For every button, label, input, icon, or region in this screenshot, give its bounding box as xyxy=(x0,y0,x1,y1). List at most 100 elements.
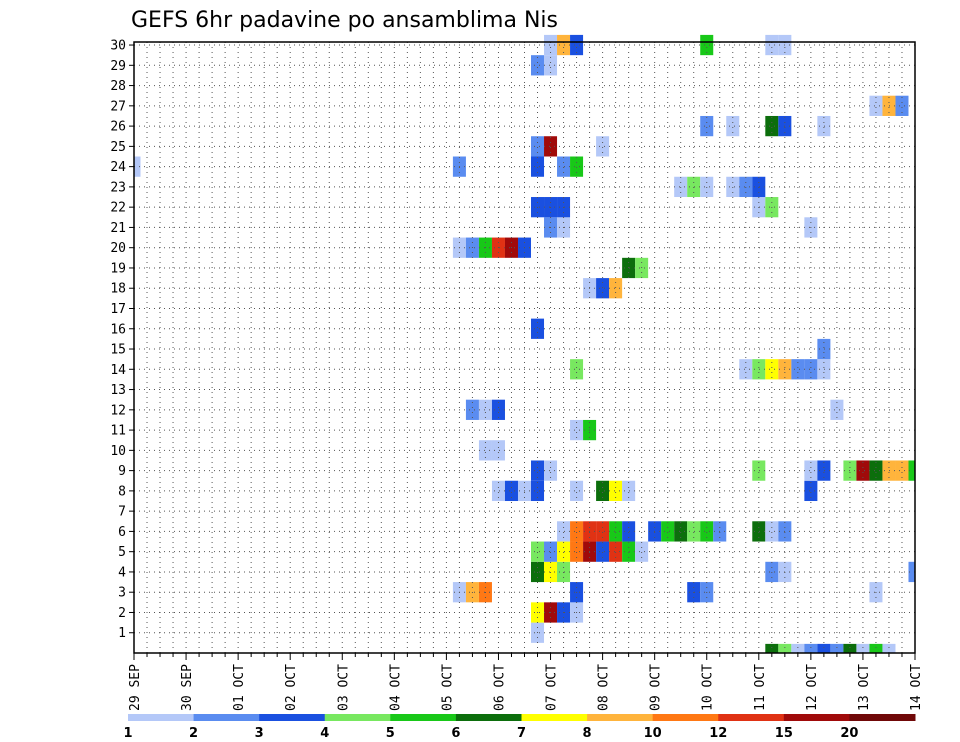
heatmap-cell xyxy=(700,115,714,137)
colorbar-swatch xyxy=(652,714,719,721)
y-axis: 1234567891011121314151617181920212223242… xyxy=(110,39,134,641)
y-tick-label: 6 xyxy=(118,525,126,540)
heatmap-cell xyxy=(791,643,805,653)
y-tick-label: 13 xyxy=(110,383,126,398)
heatmap-cell xyxy=(570,480,584,502)
heatmap-cell xyxy=(557,521,571,542)
grid-lines xyxy=(134,42,915,653)
heatmap-cell xyxy=(752,176,766,198)
heatmap-cell xyxy=(596,521,610,542)
heatmap-cell xyxy=(752,460,766,481)
heatmap-cell xyxy=(531,561,545,583)
heatmap-cell xyxy=(531,541,545,562)
heatmap-cell xyxy=(765,521,779,542)
heatmap-cell xyxy=(895,95,909,116)
x-tick-label: 12 OCT xyxy=(805,664,820,711)
heatmap-cell xyxy=(661,521,675,542)
heatmap-cell xyxy=(491,480,505,502)
heatmap-cell xyxy=(817,359,831,380)
heatmap-cell xyxy=(531,156,545,177)
colorbar-label: 20 xyxy=(840,726,858,741)
y-tick-label: 30 xyxy=(110,39,126,54)
heatmap-cell xyxy=(570,521,584,542)
heatmap-cell xyxy=(700,521,714,542)
heatmap-cell xyxy=(856,460,870,481)
y-tick-label: 20 xyxy=(110,241,126,256)
heatmap-cell xyxy=(570,359,584,380)
x-tick-label: 01 OCT xyxy=(232,664,247,711)
heatmap-cell xyxy=(882,643,896,653)
x-tick-label: 04 OCT xyxy=(388,664,403,711)
heatmap-cell xyxy=(544,34,558,56)
heatmap-cell xyxy=(830,643,844,653)
y-tick-label: 12 xyxy=(110,403,126,418)
heatmap-cell xyxy=(765,643,779,653)
heatmap-cell xyxy=(570,541,584,562)
heatmap-cell xyxy=(817,338,831,360)
heatmap-cell xyxy=(765,34,779,56)
heatmap-cell xyxy=(531,318,545,339)
y-tick-label: 24 xyxy=(110,160,126,175)
y-tick-label: 5 xyxy=(118,545,126,560)
colorbar-label: 5 xyxy=(386,726,395,741)
heatmap-cell xyxy=(596,136,610,157)
colorbar-swatch xyxy=(193,714,260,721)
heatmap-cell xyxy=(739,176,753,198)
y-tick-label: 27 xyxy=(110,99,126,114)
colorbar-label: 15 xyxy=(775,726,793,741)
x-tick-label: 08 OCT xyxy=(597,664,612,711)
heatmap-cell xyxy=(570,34,584,56)
heatmap-cell xyxy=(622,480,636,502)
x-tick-label: 07 OCT xyxy=(545,664,560,711)
y-tick-label: 9 xyxy=(118,464,126,479)
heatmap-cell xyxy=(817,115,831,137)
heatmap-cell xyxy=(504,480,518,502)
y-tick-label: 21 xyxy=(110,221,126,236)
x-tick-label: 29 SEP xyxy=(128,664,143,711)
heatmap-cell xyxy=(804,643,818,653)
y-tick-label: 8 xyxy=(118,484,126,499)
colorbar-swatch xyxy=(521,714,588,721)
x-tick-label: 13 OCT xyxy=(857,664,872,711)
heatmap-cell xyxy=(791,359,805,380)
heatmap-cell xyxy=(869,460,883,481)
y-tick-label: 29 xyxy=(110,59,126,74)
heatmap-cell xyxy=(134,156,141,177)
x-tick-label: 11 OCT xyxy=(753,664,768,711)
heatmap-cell xyxy=(491,440,505,461)
y-tick-label: 17 xyxy=(110,302,126,317)
heatmap-cell xyxy=(557,561,571,583)
y-tick-label: 15 xyxy=(110,343,126,358)
heatmap-cell xyxy=(908,460,915,481)
heatmap-cell xyxy=(752,521,766,542)
colorbar-swatch xyxy=(783,714,850,721)
heatmap-cell xyxy=(465,399,479,420)
heatmap-cell xyxy=(869,95,883,116)
heatmap-cell xyxy=(531,460,545,481)
y-tick-label: 14 xyxy=(110,363,126,378)
heatmap-cell xyxy=(830,399,844,420)
colorbar-swatch xyxy=(128,714,195,721)
x-tick-label: 14 OCT xyxy=(909,664,924,711)
y-tick-label: 4 xyxy=(118,565,126,580)
heatmap-cell xyxy=(817,460,831,481)
heatmap-cell xyxy=(609,278,623,299)
heatmap-cell xyxy=(856,643,870,653)
heatmap-cell xyxy=(687,521,701,542)
heatmap-cell xyxy=(491,399,505,420)
y-tick-label: 19 xyxy=(110,261,126,276)
y-tick-label: 26 xyxy=(110,120,126,135)
heatmap-cell xyxy=(674,521,688,542)
heatmap-cell xyxy=(765,359,779,380)
heatmap-cell xyxy=(882,95,896,116)
heatmap-cells xyxy=(134,34,915,653)
colorbar-label: 3 xyxy=(255,726,264,741)
colorbar-label: 6 xyxy=(451,726,460,741)
heatmap-cell xyxy=(596,480,610,502)
x-tick-label: 02 OCT xyxy=(284,664,299,711)
heatmap-cell xyxy=(544,460,558,481)
y-tick-label: 3 xyxy=(118,586,126,601)
heatmap-cell xyxy=(635,541,649,562)
x-tick-label: 05 OCT xyxy=(440,664,455,711)
x-tick-label: 10 OCT xyxy=(701,664,716,711)
